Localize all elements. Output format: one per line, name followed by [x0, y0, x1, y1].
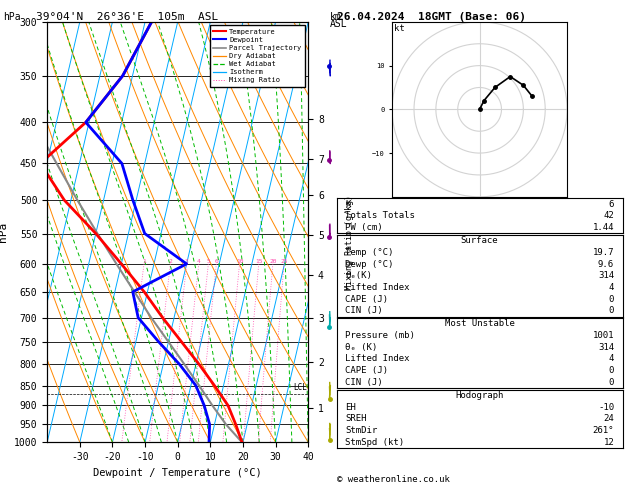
Text: 4: 4: [609, 354, 614, 364]
Text: 0: 0: [609, 295, 614, 304]
Text: -10: -10: [598, 403, 614, 412]
Text: 0: 0: [609, 306, 614, 315]
Text: CIN (J): CIN (J): [345, 378, 382, 387]
Text: kt: kt: [394, 24, 404, 33]
Text: 0: 0: [609, 378, 614, 387]
Text: Dewp (°C): Dewp (°C): [345, 260, 394, 269]
Text: 24: 24: [603, 415, 614, 423]
Text: Surface: Surface: [461, 236, 498, 245]
Text: Mixing Ratio (g/kg): Mixing Ratio (g/kg): [345, 195, 353, 291]
Text: 6: 6: [214, 259, 218, 264]
Text: 12: 12: [603, 438, 614, 447]
Text: Lifted Index: Lifted Index: [345, 283, 409, 292]
Text: km: km: [330, 12, 342, 22]
Text: 4: 4: [609, 283, 614, 292]
Text: 1001: 1001: [593, 331, 614, 340]
Text: StmSpd (kt): StmSpd (kt): [345, 438, 404, 447]
Text: 25: 25: [281, 259, 288, 264]
Text: CAPE (J): CAPE (J): [345, 366, 388, 375]
Text: LCL: LCL: [293, 383, 307, 392]
Y-axis label: hPa: hPa: [0, 222, 8, 242]
Text: EH: EH: [345, 403, 356, 412]
Text: K: K: [345, 200, 350, 208]
Text: 4: 4: [197, 259, 201, 264]
Text: 15: 15: [255, 259, 262, 264]
Text: 314: 314: [598, 343, 614, 352]
Text: CAPE (J): CAPE (J): [345, 295, 388, 304]
Text: 1.44: 1.44: [593, 223, 614, 232]
Text: 314: 314: [598, 271, 614, 280]
Text: 19.7: 19.7: [593, 248, 614, 257]
Text: Hodograph: Hodograph: [455, 391, 504, 400]
Text: Pressure (mb): Pressure (mb): [345, 331, 415, 340]
Text: 261°: 261°: [593, 426, 614, 435]
Text: 42: 42: [603, 211, 614, 220]
Text: θₑ (K): θₑ (K): [345, 343, 377, 352]
Text: © weatheronline.co.uk: © weatheronline.co.uk: [337, 474, 449, 484]
Text: 5: 5: [206, 259, 210, 264]
Text: 10: 10: [236, 259, 243, 264]
Text: Totals Totals: Totals Totals: [345, 211, 415, 220]
Text: hPa: hPa: [3, 12, 21, 22]
Text: 1: 1: [142, 259, 146, 264]
Text: PW (cm): PW (cm): [345, 223, 382, 232]
Text: 3: 3: [185, 259, 189, 264]
Text: 26.04.2024  18GMT (Base: 06): 26.04.2024 18GMT (Base: 06): [337, 12, 525, 22]
Text: Temp (°C): Temp (°C): [345, 248, 394, 257]
Text: SREH: SREH: [345, 415, 367, 423]
Text: 20: 20: [269, 259, 277, 264]
Text: Lifted Index: Lifted Index: [345, 354, 409, 364]
Text: ASL: ASL: [330, 19, 348, 30]
Text: Most Unstable: Most Unstable: [445, 319, 515, 329]
Text: 6: 6: [609, 200, 614, 208]
Legend: Temperature, Dewpoint, Parcel Trajectory, Dry Adiabat, Wet Adiabat, Isotherm, Mi: Temperature, Dewpoint, Parcel Trajectory…: [209, 25, 304, 87]
X-axis label: Dewpoint / Temperature (°C): Dewpoint / Temperature (°C): [93, 468, 262, 478]
Text: θₑ(K): θₑ(K): [345, 271, 372, 280]
Text: 2: 2: [169, 259, 172, 264]
Text: 9.6: 9.6: [598, 260, 614, 269]
Text: 0: 0: [609, 366, 614, 375]
Text: 39°04'N  26°36'E  105m  ASL: 39°04'N 26°36'E 105m ASL: [36, 12, 219, 22]
Text: StmDir: StmDir: [345, 426, 377, 435]
Text: CIN (J): CIN (J): [345, 306, 382, 315]
